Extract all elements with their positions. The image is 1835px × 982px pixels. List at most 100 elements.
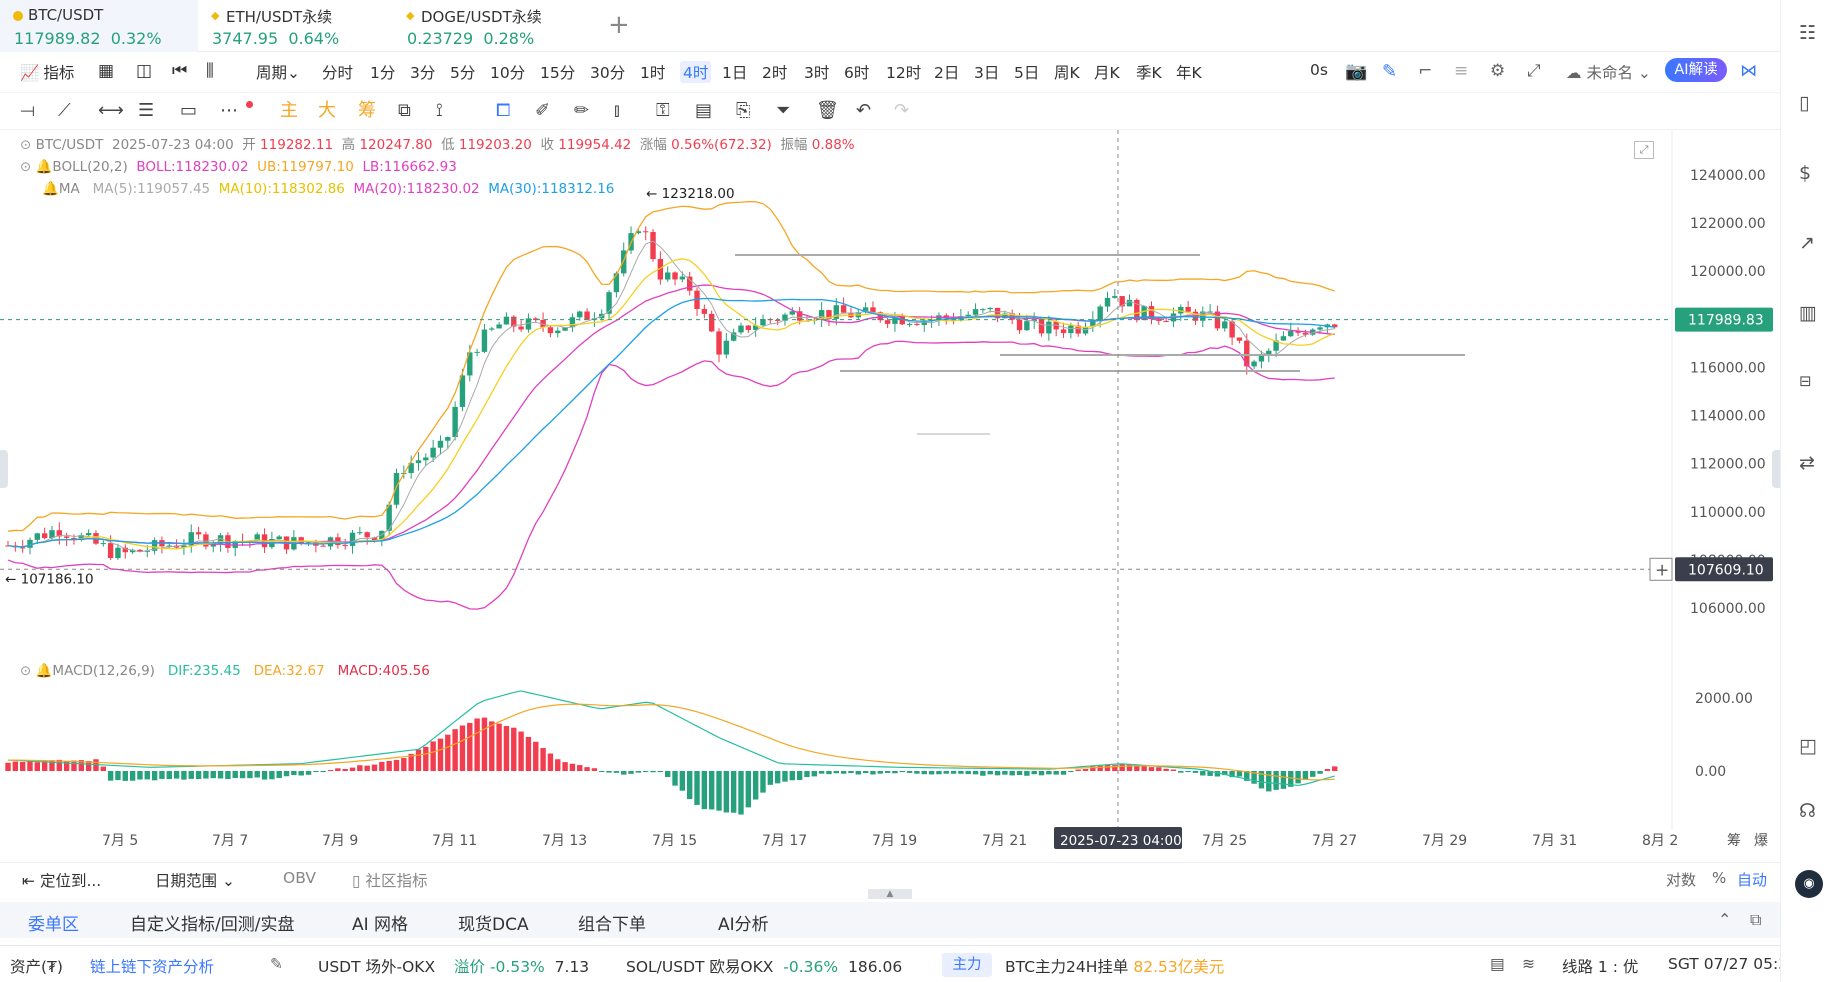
notes-icon[interactable]: ▤ — [1490, 955, 1505, 973]
panel-tab-1[interactable]: 自定义指标/回测/实盘 — [130, 915, 295, 935]
fullscreen-icon[interactable]: ⤢ — [1527, 61, 1541, 81]
assets-label[interactable]: 资产(₮) — [10, 958, 63, 976]
trend-chart-icon[interactable]: ↗ — [1799, 232, 1815, 254]
period-10[interactable]: 2时 — [762, 64, 788, 82]
brush-icon[interactable]: ✐ — [535, 100, 551, 121]
period-16[interactable]: 5日 — [1014, 64, 1040, 82]
pencil-icon[interactable]: ✏ — [574, 100, 590, 121]
macd-histogram-bar — [41, 760, 48, 771]
dollar-icon[interactable]: $ — [1799, 162, 1812, 184]
log-scale-toggle[interactable]: 对数 — [1666, 871, 1697, 889]
tab-btc-usdt[interactable]: BTC/USDT 117989.82 0.32% — [0, 0, 198, 52]
period-19[interactable]: 季K — [1136, 64, 1162, 82]
big-order-tool[interactable]: 大 — [318, 100, 336, 121]
date-range-dropdown[interactable]: 日期范围 ⌄ — [155, 872, 235, 890]
panel-tab-5[interactable]: AI分析 — [718, 915, 769, 935]
headset-icon[interactable]: ☊ — [1799, 800, 1816, 822]
document-icon[interactable]: ▯ — [1799, 92, 1810, 114]
trash-icon[interactable]: 🗑 — [816, 100, 839, 121]
community-indicator-button[interactable]: ▯ 社区指标 — [352, 872, 428, 890]
macd-histogram-bar — [232, 771, 238, 778]
panel-tab-4[interactable]: 组合下单 — [578, 915, 646, 935]
swap-icon[interactable]: ⇄ — [1799, 452, 1815, 474]
period-8[interactable]: 4时 — [680, 61, 712, 83]
right-collapse-handle[interactable] — [1772, 450, 1780, 488]
period-2[interactable]: 3分 — [410, 64, 436, 82]
percent-scale-toggle[interactable]: % — [1712, 869, 1727, 887]
undo-icon[interactable]: ↶ — [856, 100, 872, 121]
pen-icon[interactable]: ✎ — [1382, 61, 1398, 82]
panel-tab-0[interactable]: 委单区 — [28, 915, 79, 935]
locate-button[interactable]: ⇤ 定位到... — [22, 872, 102, 890]
period-3[interactable]: 5分 — [450, 64, 476, 82]
tab-doge-usdt-perp[interactable]: ◆ DOGE/USDT永续 0.23729 0.28% — [393, 0, 583, 52]
crop-icon[interactable]: ⌐ — [1418, 61, 1433, 81]
measure-icon[interactable]: ⟟ — [436, 100, 443, 121]
onchain-analysis-link[interactable]: 链上链下资产分析 — [90, 958, 215, 976]
list-icon[interactable]: ≡ — [1454, 61, 1469, 81]
main-force-tool[interactable]: 主 — [280, 100, 298, 121]
left-collapse-handle[interactable] — [0, 450, 8, 488]
rectangle-icon[interactable]: ▭ — [180, 100, 198, 121]
period-1[interactable]: 1分 — [370, 64, 396, 82]
period-15[interactable]: 3日 — [974, 64, 1000, 82]
more-icon[interactable]: ⋯ — [220, 100, 238, 121]
period-13[interactable]: 12时 — [886, 64, 922, 82]
chart-type-icon[interactable]: ⫼ — [206, 61, 214, 81]
select-icon[interactable]: ⧠ — [496, 100, 511, 121]
rewind-icon[interactable]: ⏮ — [172, 61, 188, 81]
gear-icon[interactable]: ⚙ — [1490, 61, 1506, 81]
period-17[interactable]: 周K — [1054, 64, 1080, 82]
bar-chart-icon[interactable]: ▥ — [1799, 302, 1817, 324]
panel-tab-3[interactable]: 现货DCA — [458, 915, 529, 935]
period-dropdown[interactable]: 周期⌄ — [256, 64, 301, 82]
assistant-avatar[interactable]: ◉ — [1795, 870, 1823, 898]
tab-eth-usdt-perp[interactable]: ◆ ETH/USDT永续 3747.95 0.64% — [198, 0, 393, 52]
auto-scale-toggle[interactable]: 自动 — [1737, 871, 1768, 889]
attach-icon[interactable]: ⎘ — [736, 100, 751, 121]
period-4[interactable]: 10分 — [490, 64, 526, 82]
range-icon[interactable]: ⟷ — [98, 100, 124, 121]
btc-orders-info[interactable]: BTC主力24H挂单 82.53亿美元 — [1005, 958, 1225, 976]
period-18[interactable]: 月K — [1094, 64, 1120, 82]
expand-icon[interactable]: ⤢ — [1634, 141, 1654, 159]
filter-icon[interactable]: ⏷ — [776, 100, 791, 121]
panel-layout-icon[interactable]: ◰ — [1799, 735, 1817, 757]
period-6[interactable]: 30分 — [590, 64, 626, 82]
layout-icon[interactable]: ◫ — [136, 61, 153, 81]
period-5[interactable]: 15分 — [540, 64, 576, 82]
period-12[interactable]: 6时 — [844, 64, 870, 82]
candle-tool-icon[interactable]: ⫾ — [614, 100, 620, 121]
chevron-up-icon[interactable]: ⌃ — [1718, 910, 1732, 929]
share-icon[interactable]: ⋈ — [1740, 61, 1757, 81]
panel-tab-2[interactable]: AI 网格 — [352, 915, 409, 935]
usdt-otc-label[interactable]: USDT 场外-OKX — [318, 958, 436, 976]
add-tab-button[interactable]: + — [608, 10, 630, 40]
popout-icon[interactable]: ⧉ — [1750, 910, 1762, 929]
chip-tool[interactable]: 筹 — [358, 100, 376, 121]
cloud-layout-dropdown[interactable]: ☁ 未命名 ⌄ — [1566, 64, 1651, 82]
etf-icon[interactable]: ⊟ — [1799, 372, 1812, 390]
horizontal-ray-icon[interactable]: ⟞ — [20, 100, 35, 121]
period-11[interactable]: 3时 — [804, 64, 830, 82]
period-0[interactable]: 分时 — [322, 64, 354, 82]
redo-icon[interactable]: ↷ — [894, 100, 910, 121]
trend-line-icon[interactable]: ⟋ — [58, 100, 71, 121]
note-icon[interactable]: ▤ — [695, 100, 713, 121]
sol-ticker[interactable]: SOL/USDT 欧易OKX -0.36% 186.06 — [626, 958, 903, 976]
parallel-lines-icon[interactable]: ☰ — [138, 100, 155, 121]
magnet-icon[interactable]: ⧉ — [398, 100, 411, 121]
lock-icon[interactable]: ⚿ — [656, 100, 670, 121]
period-14[interactable]: 2日 — [934, 64, 960, 82]
indicator-button[interactable]: 📈 指标 — [20, 64, 75, 82]
period-20[interactable]: 年K — [1176, 64, 1202, 82]
period-9[interactable]: 1日 — [722, 64, 748, 82]
camera-icon[interactable]: 📷 — [1345, 61, 1368, 82]
calendar-icon[interactable]: ▦ — [98, 61, 115, 81]
panel-collapse-handle[interactable]: ▲ — [868, 889, 912, 899]
period-7[interactable]: 1时 — [640, 64, 666, 82]
ai-explain-button[interactable]: AI解读 — [1665, 58, 1727, 82]
obv-indicator[interactable]: OBV — [283, 869, 316, 887]
menu-grid-icon[interactable]: ☷ — [1799, 22, 1817, 44]
kline-chart[interactable]: 124000.00122000.00120000.00118000.001160… — [0, 130, 1780, 862]
